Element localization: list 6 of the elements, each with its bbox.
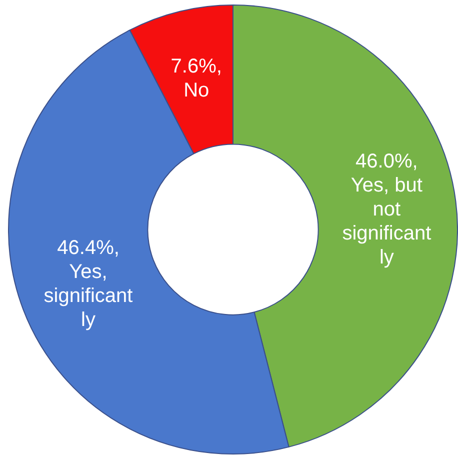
data-label: 7.6%, bbox=[170, 56, 222, 78]
data-label: 46.0%, bbox=[356, 150, 418, 173]
slice-label: No bbox=[184, 80, 210, 102]
slice-label: Yes, significantly bbox=[44, 261, 134, 332]
slice-label: Yes, but not significantly bbox=[342, 174, 432, 269]
data-label: 46.4%, bbox=[57, 237, 120, 260]
